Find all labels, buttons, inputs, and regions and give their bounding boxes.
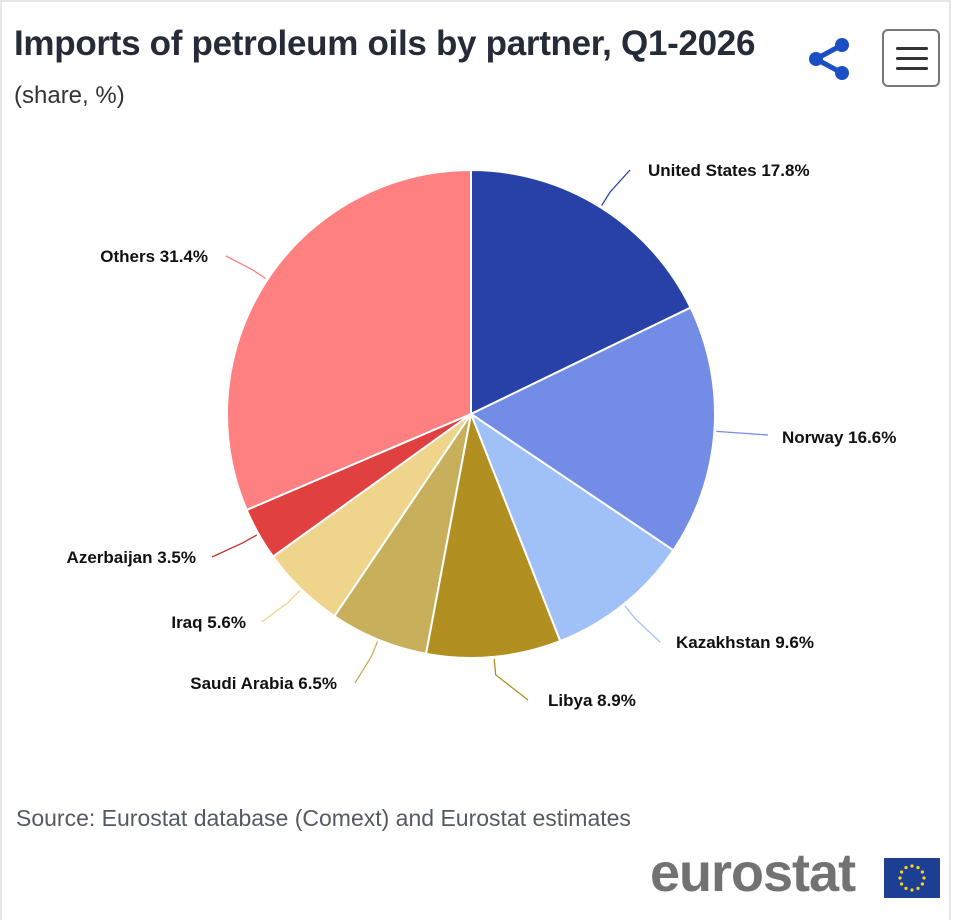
chart-menu-button[interactable] xyxy=(882,29,940,87)
data-label: United States 17.8% xyxy=(648,161,810,180)
eurostat-logo: eurostat xyxy=(650,843,856,903)
data-label: Libya 8.9% xyxy=(548,691,636,710)
data-label: Iraq 5.6% xyxy=(171,613,246,632)
source-note: Source: Eurostat database (Comext) and E… xyxy=(16,805,631,831)
share-button[interactable] xyxy=(804,36,854,82)
data-label: Kazakhstan 9.6% xyxy=(676,633,814,652)
connector-line xyxy=(211,534,258,558)
data-label: Norway 16.6% xyxy=(782,428,896,447)
data-label: Azerbaijan 3.5% xyxy=(67,548,196,567)
pie-slice-kazakhstan[interactable] xyxy=(468,411,675,643)
pie-slice-norway[interactable] xyxy=(468,306,716,552)
connector-line xyxy=(225,255,267,280)
pie-slice-libya[interactable] xyxy=(424,410,562,659)
data-label: Saudi Arabia 6.5% xyxy=(190,674,337,693)
connector-line xyxy=(624,605,661,643)
pie-chart: United States 17.8% Norway 16.6% Kazakhsta… xyxy=(67,161,897,710)
pie-slice-united-states[interactable] xyxy=(470,168,692,416)
share-icon xyxy=(809,38,849,80)
connector-line xyxy=(354,641,379,684)
chart-title: Imports of petroleum oils by partner, Q1… xyxy=(14,24,756,63)
pie-slice-others[interactable] xyxy=(226,168,472,512)
eu-flag-icon xyxy=(884,858,940,898)
connector-line xyxy=(493,658,529,701)
chart-subtitle: (share, %) xyxy=(14,82,125,109)
connector-line xyxy=(601,169,631,206)
connector-line xyxy=(716,430,769,436)
connector-line xyxy=(261,590,301,623)
data-label: Others 31.4% xyxy=(100,247,208,266)
